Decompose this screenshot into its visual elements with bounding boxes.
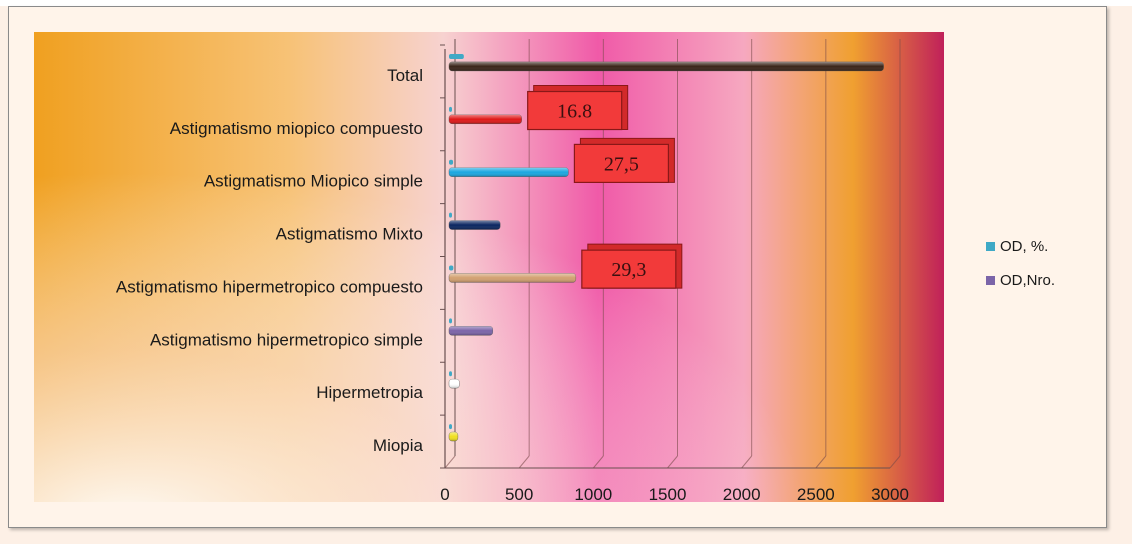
category-label: Hipermetropia: [316, 383, 423, 402]
value-callout: 27,5: [573, 137, 675, 184]
bar-od-pct: [449, 265, 454, 271]
category-label: Total: [387, 66, 423, 85]
bar-shading: [449, 432, 458, 442]
legend-swatch: [986, 242, 995, 251]
gridline-depth: [667, 455, 678, 469]
callout-label: 16.8: [557, 101, 592, 123]
category-label: Astigmatismo Miopico simple: [204, 172, 423, 191]
category-label: Astigmatismo Mixto: [276, 225, 423, 244]
gridline-depth: [741, 455, 753, 469]
bars: [448, 53, 884, 442]
gridline-depth: [518, 455, 530, 469]
bar-od-pct: [449, 212, 452, 218]
callout-box: [581, 249, 677, 289]
callout-label: 27,5: [604, 153, 639, 175]
bar-shading: [449, 61, 884, 71]
bar-shading: [449, 273, 576, 283]
plot-background-glow: [34, 32, 944, 502]
gridline-depth: [592, 455, 604, 469]
category-label: Astigmatismo hipermetropico compuesto: [116, 277, 423, 296]
x-tick-label: 1000: [574, 485, 612, 504]
category-label: Miopia: [373, 436, 424, 455]
bar-od-pct: [449, 106, 452, 112]
bar-shading: [449, 379, 460, 389]
x-tick-label: 500: [505, 485, 533, 504]
bar-od-pct: [449, 53, 464, 59]
bar-od-pct: [449, 318, 452, 324]
bar-shading: [449, 326, 493, 336]
category-labels: Total Astigmatismo miopico compuesto Astig…: [116, 66, 424, 455]
category-label: Astigmatismo miopico compuesto: [170, 119, 423, 138]
callout-box: [527, 90, 623, 131]
gridline-depth: [815, 455, 827, 469]
legend-swatch: [986, 276, 995, 285]
category-label: Astigmatismo hipermetropico simple: [150, 330, 423, 349]
gridline-depth: [444, 455, 456, 469]
bar-od-pct: [449, 424, 452, 430]
top-strip: [0, 0, 1132, 6]
value-callout: 29,3: [581, 243, 683, 289]
callout-label: 29,3: [611, 259, 646, 281]
x-tick-label: 2000: [723, 485, 761, 504]
bar-od-pct: [449, 159, 454, 165]
callout-box: [573, 143, 670, 184]
legend: OD, %. OD,Nro.: [986, 238, 1055, 289]
value-callout: 16.8: [527, 85, 629, 131]
gridline-depth: [889, 455, 901, 469]
x-tick-label: 0: [440, 485, 449, 504]
legend-label: OD, %.: [1000, 238, 1048, 255]
x-tick-label: 3000: [871, 485, 909, 504]
x-tick-label: 1500: [649, 485, 687, 504]
x-tick-label: 2500: [797, 485, 835, 504]
bar-shading: [449, 220, 501, 230]
callouts: 16.8 27,5 29,3: [527, 85, 683, 289]
bar-od-pct: [449, 371, 452, 377]
bar-shading: [449, 167, 569, 177]
legend-label: OD,Nro.: [1000, 272, 1055, 289]
bar-shading: [449, 114, 522, 124]
x-tick-labels: 0 500 1000 1500 2000 2500 3000: [440, 485, 909, 504]
